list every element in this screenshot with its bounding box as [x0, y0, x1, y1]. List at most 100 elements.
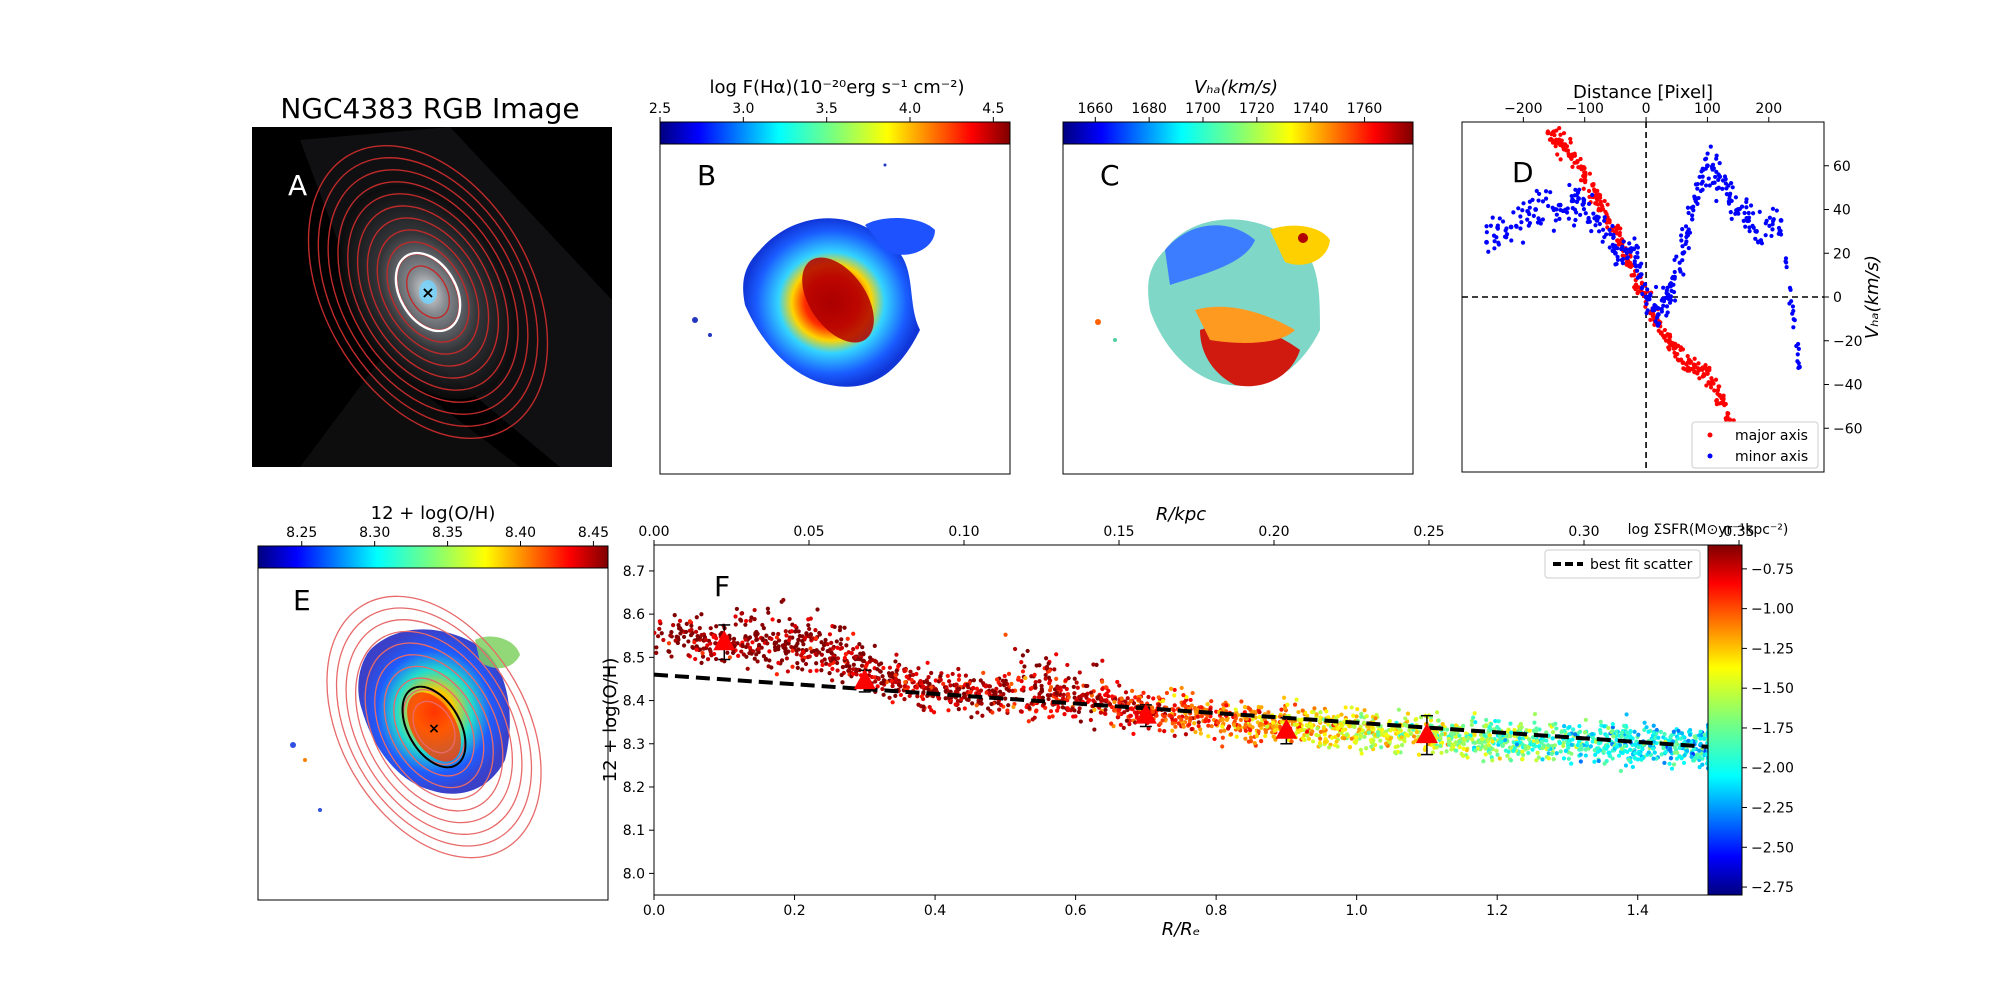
spaxel-point: [1478, 732, 1484, 738]
panel-f-top-xtick-label: 0.20: [1258, 524, 1289, 540]
spaxel-point: [1539, 736, 1544, 742]
isophote-ellipse: [347, 193, 509, 391]
spaxel-point: [1020, 669, 1026, 674]
minor-axis-point: [1635, 268, 1640, 273]
spaxel-point: [1220, 724, 1225, 729]
spaxel-point: [783, 629, 788, 634]
spaxel-point: [1526, 750, 1531, 756]
spaxel-point: [1056, 685, 1061, 690]
major-axis-point: [1568, 140, 1573, 145]
panel-f-ytick-label: 8.0: [623, 866, 645, 882]
spaxel-point: [1606, 750, 1611, 755]
spaxel-point: [1065, 662, 1070, 668]
spaxel-point: [925, 660, 930, 665]
spaxel-point: [654, 650, 659, 655]
minor-axis-point: [1504, 226, 1509, 231]
minor-axis-point: [1735, 207, 1741, 212]
spaxel-point: [829, 651, 834, 656]
velocity-map: [1095, 219, 1330, 387]
spaxel-point: [1379, 745, 1384, 750]
spaxel-point: [1358, 734, 1364, 739]
spaxel-point: [1243, 716, 1248, 721]
minor-axis-point: [1484, 230, 1489, 235]
spaxel-point: [1124, 718, 1130, 723]
minor-axis-point: [1607, 245, 1612, 250]
spaxel-point: [1505, 729, 1510, 734]
binned-median-marker: [1134, 703, 1157, 724]
spaxel-point: [1046, 696, 1051, 702]
spaxel-point: [981, 670, 986, 675]
spaxel-point: [933, 687, 939, 692]
major-axis-point: [1713, 377, 1719, 382]
spaxel-point: [1256, 729, 1261, 734]
spaxel-point: [1298, 717, 1303, 723]
spaxel-point: [699, 632, 704, 638]
spaxel-point: [1563, 748, 1568, 753]
spaxel-point: [1477, 740, 1482, 745]
panel-e-colorbar-tick-label: 8.35: [432, 525, 463, 541]
spaxel-point: [1453, 734, 1458, 739]
spaxel-point: [1300, 708, 1305, 713]
spaxel-point: [807, 626, 812, 632]
spaxel-point: [1218, 729, 1223, 734]
minor-axis-point: [1484, 239, 1489, 245]
spaxel-point: [827, 671, 832, 676]
spaxel-point: [1338, 721, 1344, 727]
spaxel-point: [669, 654, 674, 659]
panel-a: NGC4383 RGB Image × A: [252, 92, 612, 467]
spaxel-point: [760, 636, 765, 641]
panel-f-ytick-label: 8.6: [623, 607, 645, 623]
spaxel-point: [1318, 736, 1323, 741]
spaxel-point: [745, 666, 750, 671]
panel-f-top-xtick-label: 0.00: [638, 524, 669, 540]
spaxel-point: [1122, 710, 1127, 715]
spaxel-point: [1103, 707, 1108, 712]
spaxel-point: [1023, 675, 1028, 681]
spaxel-point: [1583, 747, 1588, 752]
spaxel-point: [1061, 692, 1066, 697]
spaxel-point: [1359, 714, 1364, 719]
spaxel-point: [1598, 730, 1603, 736]
spaxel-point: [1188, 697, 1193, 703]
spaxel-point: [1697, 765, 1702, 770]
spaxel-point: [1662, 760, 1667, 766]
minor-axis-point: [1615, 246, 1620, 251]
minor-axis-point: [1664, 304, 1670, 309]
spaxel-point: [1436, 718, 1441, 723]
spaxel-point: [851, 671, 856, 677]
spaxel-point: [1602, 761, 1607, 766]
panel-f-top-xtick-label: 0.25: [1413, 524, 1444, 540]
minor-axis-point: [1695, 201, 1700, 206]
spaxel-point: [839, 645, 845, 651]
spaxel-point: [1070, 706, 1075, 711]
spaxel-point: [838, 641, 843, 647]
spaxel-point: [1488, 727, 1493, 732]
spaxel-point: [766, 610, 771, 615]
major-axis-point: [1692, 364, 1698, 370]
spaxel-point: [1344, 732, 1349, 738]
major-axis-point: [1704, 383, 1709, 388]
spaxel-point: [1164, 690, 1170, 696]
panel-c: Vₕₐ(km/s) 1660 1680 1700 1720 1740 1760 C: [1062, 77, 1414, 475]
spaxel-point: [739, 611, 744, 616]
spaxel-point: [1354, 714, 1359, 719]
spaxel-point: [1505, 753, 1510, 758]
spaxel-point: [1045, 693, 1051, 698]
spaxel-point: [743, 618, 749, 624]
spaxel-point: [1074, 698, 1079, 703]
spaxel-point: [1633, 751, 1638, 756]
spaxel-point: [1220, 744, 1225, 749]
spaxel-point: [1248, 735, 1254, 740]
spaxel-point: [1054, 652, 1059, 657]
major-axis-point: [1574, 160, 1579, 165]
spaxel-point: [1681, 760, 1687, 765]
spaxel-point: [994, 686, 999, 691]
spaxel-point: [965, 682, 970, 687]
spaxel-point: [689, 623, 694, 628]
major-axis-point: [1731, 418, 1736, 423]
spaxel-point: [790, 648, 795, 653]
spaxel-point: [1205, 713, 1210, 718]
spaxel-point: [1039, 683, 1044, 689]
spaxel-point: [1154, 713, 1159, 718]
